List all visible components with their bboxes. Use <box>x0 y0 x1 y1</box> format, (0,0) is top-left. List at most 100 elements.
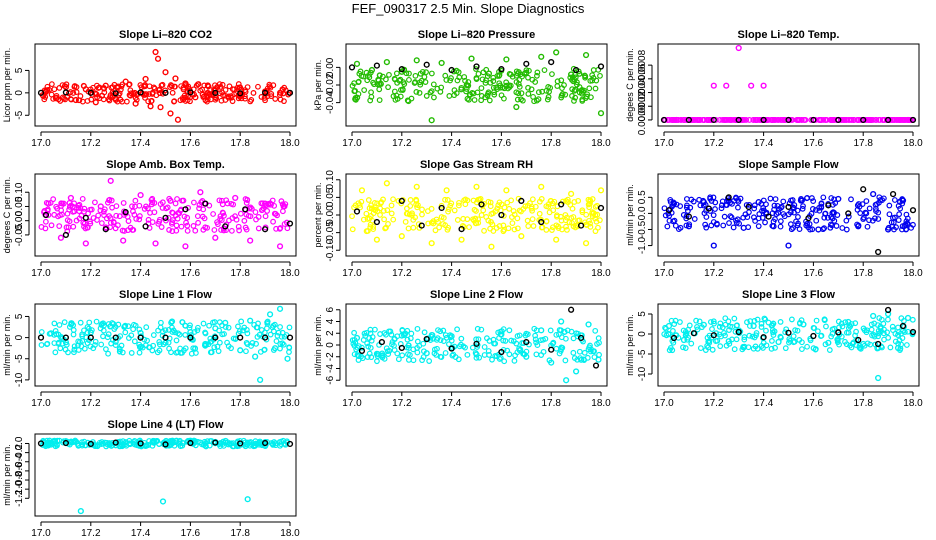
data-point-noise <box>156 347 163 354</box>
data-point-noise <box>428 219 435 226</box>
data-point-noise <box>830 209 837 216</box>
data-point-noise <box>836 341 842 348</box>
data-point-noise <box>857 345 863 352</box>
data-point-noise <box>473 76 480 82</box>
data-point-noise <box>504 199 511 206</box>
data-point-black <box>845 210 852 217</box>
data-point-noise <box>253 340 259 347</box>
data-point-black <box>745 203 752 211</box>
data-point-noise <box>510 208 517 214</box>
y-tick-label: -10 <box>14 372 25 387</box>
data-point-noise <box>442 350 449 356</box>
y-tick-label: 0 <box>325 342 336 348</box>
data-point-noise <box>190 223 197 229</box>
data-point-black <box>458 225 465 233</box>
data-point-noise <box>101 212 107 219</box>
data-point-noise <box>860 325 867 332</box>
data-point-black <box>222 223 229 230</box>
x-tick-label: 17.4 <box>442 398 462 409</box>
data-point-noise <box>710 212 717 219</box>
data-point-noise <box>772 344 778 351</box>
data-point-noise <box>799 205 806 212</box>
data-point-noise <box>262 213 269 220</box>
data-point-noise <box>282 87 289 94</box>
data-point-noise <box>150 332 157 338</box>
data-point-noise <box>247 98 254 105</box>
data-point-noise <box>237 84 244 91</box>
x-tick-label: 17.8 <box>541 268 561 279</box>
data-point-noise <box>702 347 709 353</box>
data-point-noise <box>804 343 810 350</box>
data-point-noise <box>589 72 596 79</box>
data-point-noise <box>456 199 462 206</box>
data-point-noise <box>93 318 100 325</box>
data-point-noise <box>75 204 82 211</box>
data-point-noise <box>864 223 871 230</box>
data-point-noise <box>58 207 65 214</box>
data-point-noise <box>440 327 447 334</box>
data-point-noise <box>503 82 510 89</box>
data-point <box>276 305 284 312</box>
data-point <box>870 190 877 198</box>
data-point-noise <box>537 337 544 344</box>
data-point-noise <box>475 219 482 226</box>
data-point-noise <box>243 226 250 233</box>
data-point-noise <box>571 199 578 205</box>
data-point-noise <box>256 331 263 338</box>
data-point <box>748 82 755 89</box>
data-point-noise <box>731 315 738 322</box>
data-point-noise <box>242 95 249 102</box>
chart-title: Slope Line 1 Flow <box>119 289 212 301</box>
data-point-noise <box>458 335 465 342</box>
data-point-noise <box>586 204 593 211</box>
data-point-noise <box>274 212 280 219</box>
data-point <box>212 325 219 332</box>
data-point-noise <box>162 327 169 334</box>
data-point-black <box>418 222 425 229</box>
data-point-noise <box>143 324 150 331</box>
data-point-noise <box>230 335 237 342</box>
data-point-noise <box>281 221 288 227</box>
data-point-noise <box>862 209 869 216</box>
x-tick-label: 18.0 <box>903 398 923 409</box>
data-point-noise <box>38 224 45 230</box>
data-point-noise <box>216 319 223 326</box>
data-point <box>67 194 74 202</box>
data-point-noise <box>820 194 827 201</box>
y-tick-label: 0.0006 <box>637 63 648 94</box>
data-point-noise <box>120 200 127 206</box>
data-point-noise <box>722 315 729 322</box>
data-point-noise <box>219 197 225 204</box>
data-point-noise <box>407 203 414 209</box>
data-point-noise <box>226 217 232 224</box>
data-point <box>750 322 757 330</box>
data-point-noise <box>777 223 784 230</box>
data-point <box>775 338 782 346</box>
data-point-noise <box>388 210 395 217</box>
data-point-noise <box>813 217 820 224</box>
data-point-noise <box>845 325 852 331</box>
y-tick-label: -0.6 <box>14 462 25 480</box>
data-point-noise <box>173 227 180 234</box>
data-point-noise <box>144 337 150 344</box>
data-point-noise <box>827 224 834 231</box>
data-point-noise <box>193 82 200 89</box>
plot-frame <box>34 303 297 387</box>
data-point-noise <box>376 72 383 79</box>
data-point-noise <box>127 87 134 94</box>
data-point-noise <box>229 98 236 105</box>
data-point-noise <box>430 81 437 88</box>
data-point-noise <box>128 332 135 339</box>
data-point-noise <box>412 214 419 221</box>
chart-title: Slope Gas Stream RH <box>420 159 533 171</box>
data-point-black <box>242 206 249 213</box>
data-point <box>152 240 159 247</box>
data-point-noise <box>772 216 778 223</box>
data-point-noise <box>158 82 165 89</box>
data-point-black <box>102 226 109 233</box>
data-point-noise <box>101 439 108 446</box>
data-point-noise <box>775 117 782 123</box>
data-point-noise <box>545 94 552 100</box>
data-point-noise <box>219 331 226 338</box>
data-point-noise <box>532 332 539 339</box>
